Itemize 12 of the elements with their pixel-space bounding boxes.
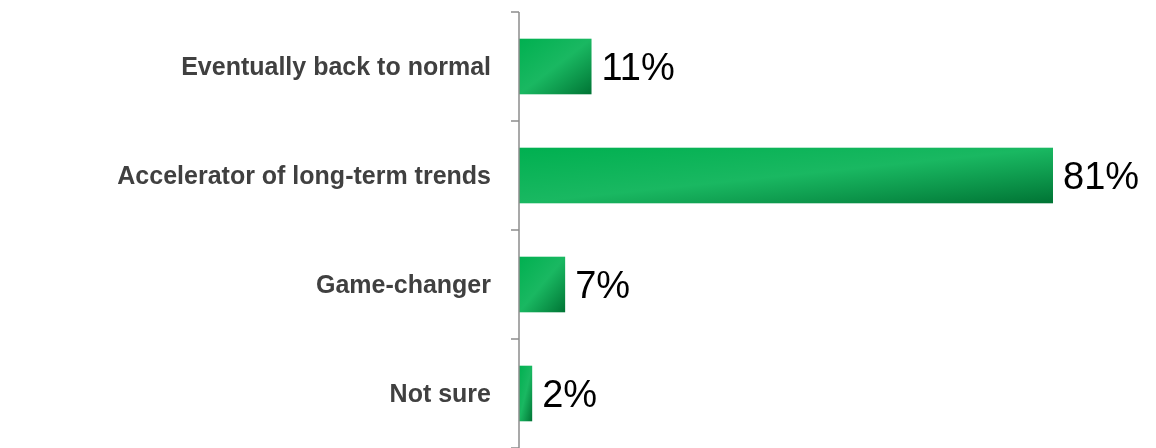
- y-tick-label: Not sure: [389, 379, 492, 408]
- bar: [519, 38, 592, 95]
- bar: [519, 147, 1053, 204]
- bar: [519, 365, 533, 422]
- data-label: 81%: [1063, 154, 1140, 197]
- y-tick-label: Eventually back to normal: [181, 52, 491, 81]
- bar: [519, 256, 566, 313]
- data-label: 2%: [542, 372, 598, 415]
- data-label: 11%: [601, 45, 675, 88]
- y-tick-label: Accelerator of long-term trends: [117, 161, 491, 190]
- data-label: 7%: [575, 263, 631, 306]
- y-tick-label: Game-changer: [315, 270, 492, 299]
